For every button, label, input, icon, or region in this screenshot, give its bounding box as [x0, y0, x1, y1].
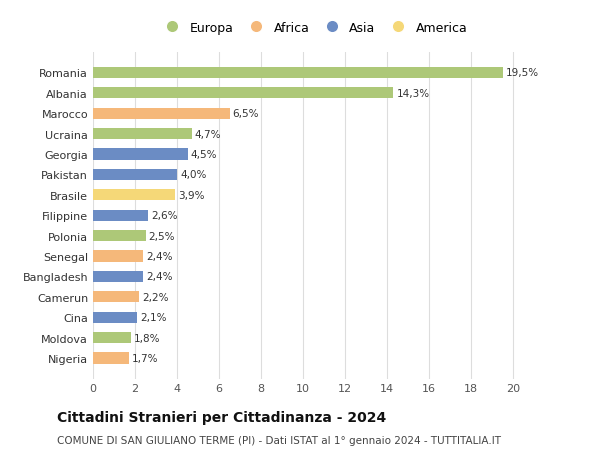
Bar — [93, 312, 137, 323]
Text: 3,9%: 3,9% — [178, 190, 205, 201]
Text: 4,5%: 4,5% — [191, 150, 217, 160]
Bar — [93, 230, 146, 242]
Bar — [93, 129, 192, 140]
Bar — [93, 190, 175, 201]
Bar — [93, 88, 394, 99]
Text: 2,1%: 2,1% — [140, 313, 167, 323]
Bar — [93, 210, 148, 221]
Text: 19,5%: 19,5% — [506, 68, 539, 78]
Text: 2,2%: 2,2% — [142, 292, 169, 302]
Text: Cittadini Stranieri per Cittadinanza - 2024: Cittadini Stranieri per Cittadinanza - 2… — [57, 411, 386, 425]
Text: 2,6%: 2,6% — [151, 211, 177, 221]
Bar — [93, 169, 177, 180]
Text: 2,5%: 2,5% — [149, 231, 175, 241]
Text: 4,0%: 4,0% — [180, 170, 206, 180]
Bar — [93, 149, 187, 160]
Bar — [93, 353, 128, 364]
Bar — [93, 332, 131, 343]
Bar — [93, 108, 229, 119]
Bar — [93, 251, 143, 262]
Text: COMUNE DI SAN GIULIANO TERME (PI) - Dati ISTAT al 1° gennaio 2024 - TUTTITALIA.I: COMUNE DI SAN GIULIANO TERME (PI) - Dati… — [57, 435, 501, 445]
Bar — [93, 271, 143, 282]
Text: 14,3%: 14,3% — [397, 89, 430, 99]
Text: 2,4%: 2,4% — [146, 252, 173, 262]
Text: 4,7%: 4,7% — [195, 129, 221, 139]
Text: 1,8%: 1,8% — [134, 333, 160, 343]
Text: 1,7%: 1,7% — [132, 353, 158, 363]
Legend: Europa, Africa, Asia, America: Europa, Africa, Asia, America — [155, 17, 472, 39]
Bar — [93, 67, 503, 79]
Bar — [93, 291, 139, 303]
Text: 6,5%: 6,5% — [233, 109, 259, 119]
Text: 2,4%: 2,4% — [146, 272, 173, 282]
